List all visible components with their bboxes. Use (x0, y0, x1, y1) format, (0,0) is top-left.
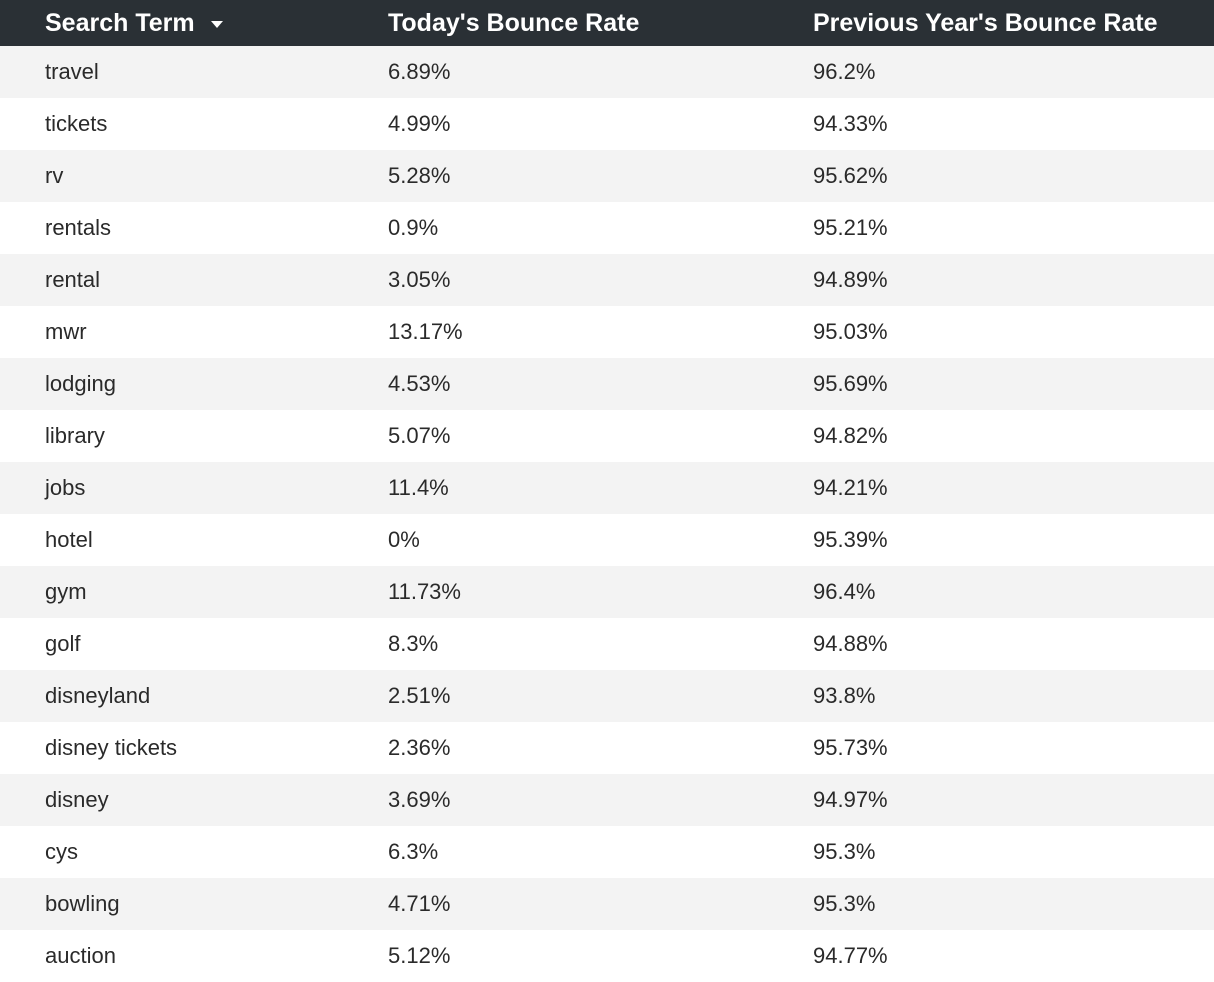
table-row: disney tickets 2.36% 95.73% (0, 722, 1214, 774)
today-bounce-rate-cell: 0% (345, 514, 770, 566)
previous-year-bounce-rate-cell: 95.73% (770, 722, 1214, 774)
today-bounce-rate-cell: 6.89% (345, 46, 770, 98)
previous-year-bounce-rate-cell: 94.89% (770, 254, 1214, 306)
previous-year-bounce-rate-cell: 95.3% (770, 878, 1214, 930)
table-row: hotel 0% 95.39% (0, 514, 1214, 566)
table-header: Search Term Today's Bounce Rate Previous… (0, 0, 1214, 46)
table-body: travel 6.89% 96.2% tickets 4.99% 94.33% rv 5.28… (0, 46, 1214, 982)
previous-year-bounce-rate-cell: 95.39% (770, 514, 1214, 566)
today-bounce-rate-cell: 2.36% (345, 722, 770, 774)
previous-year-bounce-rate-cell: 95.69% (770, 358, 1214, 410)
column-header-previous-year-bounce-rate[interactable]: Previous Year's Bounce Rate (770, 0, 1214, 46)
table-row: library 5.07% 94.82% (0, 410, 1214, 462)
previous-year-bounce-rate-cell: 93.8% (770, 670, 1214, 722)
today-bounce-rate-cell: 11.4% (345, 462, 770, 514)
today-bounce-rate-cell: 13.17% (345, 306, 770, 358)
table-row: auction 5.12% 94.77% (0, 930, 1214, 982)
today-bounce-rate-cell: 4.99% (345, 98, 770, 150)
previous-year-bounce-rate-cell: 94.88% (770, 618, 1214, 670)
column-header-label: Previous Year's Bounce Rate (813, 8, 1158, 37)
today-bounce-rate-cell: 2.51% (345, 670, 770, 722)
search-term-cell: mwr (0, 306, 345, 358)
previous-year-bounce-rate-cell: 94.97% (770, 774, 1214, 826)
table-row: rental 3.05% 94.89% (0, 254, 1214, 306)
today-bounce-rate-cell: 5.28% (345, 150, 770, 202)
search-term-cell: tickets (0, 98, 345, 150)
header-row: Search Term Today's Bounce Rate Previous… (0, 0, 1214, 46)
search-term-cell: cys (0, 826, 345, 878)
table-row: golf 8.3% 94.88% (0, 618, 1214, 670)
table-row: lodging 4.53% 95.69% (0, 358, 1214, 410)
today-bounce-rate-cell: 5.12% (345, 930, 770, 982)
search-term-cell: auction (0, 930, 345, 982)
today-bounce-rate-cell: 3.69% (345, 774, 770, 826)
previous-year-bounce-rate-cell: 96.2% (770, 46, 1214, 98)
search-term-cell: disneyland (0, 670, 345, 722)
today-bounce-rate-cell: 4.71% (345, 878, 770, 930)
caret-down-icon[interactable] (210, 20, 223, 28)
today-bounce-rate-cell: 0.9% (345, 202, 770, 254)
column-header-today-bounce-rate[interactable]: Today's Bounce Rate (345, 0, 770, 46)
table-row: rv 5.28% 95.62% (0, 150, 1214, 202)
search-term-cell: lodging (0, 358, 345, 410)
previous-year-bounce-rate-cell: 94.21% (770, 462, 1214, 514)
column-header-search-term[interactable]: Search Term (0, 0, 345, 46)
table-row: gym 11.73% 96.4% (0, 566, 1214, 618)
previous-year-bounce-rate-cell: 95.62% (770, 150, 1214, 202)
search-term-cell: golf (0, 618, 345, 670)
column-header-label: Search Term (45, 8, 195, 37)
previous-year-bounce-rate-cell: 95.21% (770, 202, 1214, 254)
today-bounce-rate-cell: 8.3% (345, 618, 770, 670)
table-row: mwr 13.17% 95.03% (0, 306, 1214, 358)
table-row: jobs 11.4% 94.21% (0, 462, 1214, 514)
search-term-cell: travel (0, 46, 345, 98)
search-term-cell: rental (0, 254, 345, 306)
previous-year-bounce-rate-cell: 96.4% (770, 566, 1214, 618)
table-row: tickets 4.99% 94.33% (0, 98, 1214, 150)
previous-year-bounce-rate-cell: 94.82% (770, 410, 1214, 462)
previous-year-bounce-rate-cell: 95.03% (770, 306, 1214, 358)
search-term-cell: rentals (0, 202, 345, 254)
previous-year-bounce-rate-cell: 94.77% (770, 930, 1214, 982)
table-row: rentals 0.9% 95.21% (0, 202, 1214, 254)
today-bounce-rate-cell: 11.73% (345, 566, 770, 618)
today-bounce-rate-cell: 6.3% (345, 826, 770, 878)
today-bounce-rate-cell: 5.07% (345, 410, 770, 462)
search-term-cell: disney (0, 774, 345, 826)
table-row: bowling 4.71% 95.3% (0, 878, 1214, 930)
today-bounce-rate-cell: 4.53% (345, 358, 770, 410)
search-term-cell: bowling (0, 878, 345, 930)
table-row: cys 6.3% 95.3% (0, 826, 1214, 878)
search-term-cell: rv (0, 150, 345, 202)
search-term-cell: gym (0, 566, 345, 618)
table-row: travel 6.89% 96.2% (0, 46, 1214, 98)
previous-year-bounce-rate-cell: 95.3% (770, 826, 1214, 878)
table-row: disney 3.69% 94.97% (0, 774, 1214, 826)
today-bounce-rate-cell: 3.05% (345, 254, 770, 306)
search-term-cell: hotel (0, 514, 345, 566)
search-term-cell: disney tickets (0, 722, 345, 774)
column-header-label: Today's Bounce Rate (388, 8, 640, 37)
previous-year-bounce-rate-cell: 94.33% (770, 98, 1214, 150)
search-term-cell: library (0, 410, 345, 462)
table-row: disneyland 2.51% 93.8% (0, 670, 1214, 722)
search-term-cell: jobs (0, 462, 345, 514)
